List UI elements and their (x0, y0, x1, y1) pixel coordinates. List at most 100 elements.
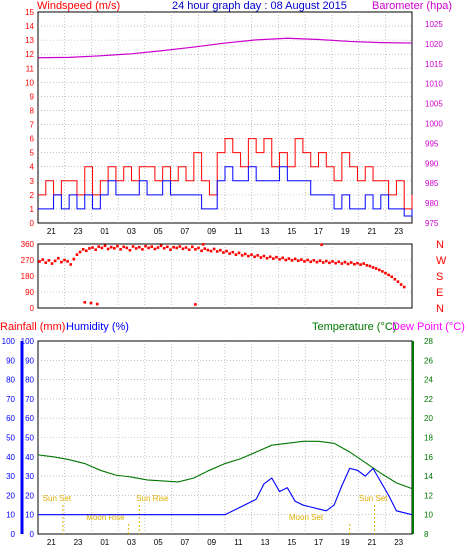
humidity-y-tick-label: 20 (25, 491, 34, 500)
direction-point (190, 245, 194, 249)
direction-point (315, 260, 319, 264)
direction-point (100, 246, 104, 250)
direction-point (106, 247, 110, 251)
direction-point (320, 243, 323, 247)
direction-point (334, 261, 337, 265)
direction-point (243, 252, 247, 256)
barometer-y-tick-label: 1005 (425, 100, 443, 109)
direction-point (215, 250, 219, 253)
direction-point (328, 261, 331, 265)
direction-y-tick-label: 270 (21, 256, 35, 265)
x-tick-label: 15 (287, 538, 296, 547)
direction-point (103, 244, 107, 248)
direction-point (89, 301, 93, 305)
x-tick-label: 09 (207, 538, 216, 547)
direction-point (384, 271, 387, 275)
temperature-y-tick-label: 8 (424, 530, 429, 539)
x-tick-label: 07 (180, 538, 189, 547)
direction-point (278, 257, 281, 261)
direction-point (44, 261, 48, 264)
direction-point (312, 259, 316, 262)
barometer-y-tick-label: 1015 (425, 60, 443, 69)
wind-y-tick-label: 7 (30, 121, 35, 130)
windspeed-label: Windspeed (m/s) (37, 0, 120, 12)
direction-point (122, 245, 126, 249)
direction-point (147, 246, 150, 250)
direction-point (234, 253, 238, 256)
direction-point (343, 260, 347, 264)
direction-point (85, 249, 88, 253)
temperature-y-tick-label: 24 (424, 376, 433, 385)
direction-point (60, 260, 63, 264)
direction-point (228, 252, 231, 255)
wind-y-tick-label: 12 (25, 50, 34, 59)
wind-speed-series (38, 138, 413, 210)
direction-point (166, 245, 169, 249)
direction-point (303, 260, 306, 263)
rainfall-y-tick-label: 50 (6, 434, 15, 443)
direction-point (331, 260, 334, 263)
x-tick-label: 13 (261, 538, 270, 547)
humidity-series (38, 467, 413, 516)
direction-point (337, 260, 341, 264)
direction-point (162, 246, 166, 250)
direction-point (197, 246, 200, 250)
direction-point (156, 246, 160, 249)
direction-point (83, 301, 87, 304)
humidity-y-tick-label: 90 (25, 356, 34, 365)
direction-point (88, 247, 91, 250)
direction-point (141, 248, 144, 251)
rainfall-y-tick-label: 90 (6, 356, 15, 365)
direction-point (309, 260, 313, 264)
direction-y-tick-label: 360 (21, 240, 35, 249)
direction-point (324, 259, 328, 263)
barometer-y-tick-label: 980 (425, 199, 439, 208)
direction-point (200, 249, 203, 253)
direction-point (250, 253, 253, 256)
temperature-y-tick-label: 14 (424, 472, 433, 481)
direction-point (374, 267, 378, 270)
x-tick-label: 21 (367, 538, 376, 547)
direction-point (81, 248, 85, 251)
x-tick-label: 23 (74, 227, 83, 236)
direction-point (231, 250, 235, 254)
rainfall-y-tick-label: 0 (11, 530, 16, 539)
direction-point (368, 264, 372, 268)
x-tick-label: 19 (341, 227, 350, 236)
x-tick-label: 09 (207, 227, 216, 236)
direction-point (47, 259, 51, 262)
direction-point (172, 245, 175, 249)
direction-y-tick-label: 90 (25, 288, 34, 297)
barometer-y-tick-label: 1020 (425, 40, 443, 49)
direction-point (340, 262, 344, 265)
direction-point (318, 259, 322, 263)
direction-point (56, 256, 60, 260)
x-tick-label: 21 (367, 227, 376, 236)
rainfall-y-tick-label: 10 (6, 511, 15, 520)
chart-title: 24 hour graph day : 08 August 2015 (172, 0, 347, 12)
direction-point (181, 247, 185, 251)
direction-point (240, 254, 244, 257)
rainfall-y-tick-label: 40 (6, 453, 15, 462)
compass-label: N (436, 239, 444, 251)
direction-point (144, 244, 147, 248)
direction-point (256, 254, 260, 257)
direction-point (113, 246, 116, 250)
direction-point (41, 258, 44, 261)
barometer-y-tick-label: 985 (425, 179, 439, 188)
wind-y-tick-label: 8 (30, 106, 35, 115)
x-tick-label: 03 (127, 538, 136, 547)
compass-label: S (436, 271, 443, 283)
barometer-y-tick-label: 1000 (425, 119, 443, 128)
barometer-y-tick-label: 1025 (425, 20, 443, 29)
barometer-series (37, 37, 413, 59)
direction-point (203, 247, 207, 250)
direction-point (225, 249, 228, 253)
wind-y-tick-label: 4 (30, 163, 35, 172)
direction-point (321, 261, 325, 264)
x-tick-label: 01 (100, 227, 109, 236)
direction-point (293, 257, 297, 261)
wind-y-tick-label: 11 (26, 64, 35, 73)
direction-point (349, 261, 353, 264)
